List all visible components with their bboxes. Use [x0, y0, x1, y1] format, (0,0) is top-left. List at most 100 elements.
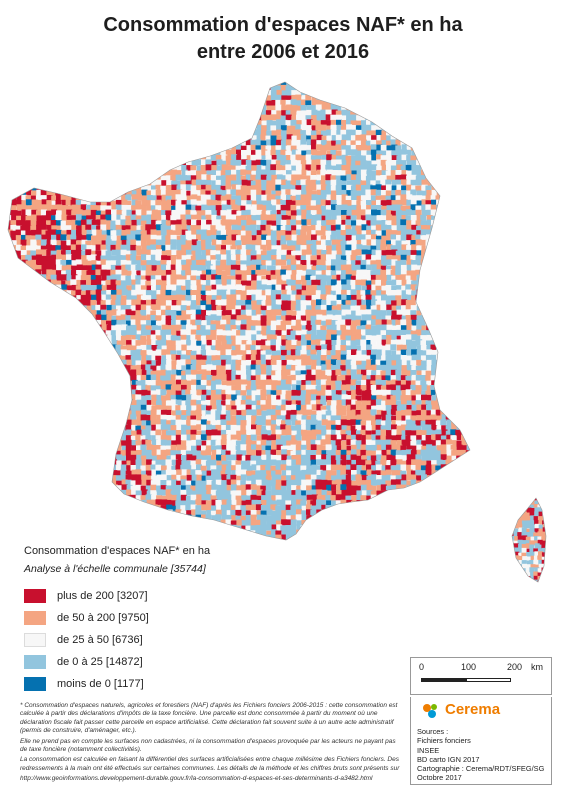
- commune-cell: [131, 219, 138, 226]
- commune-cell: [425, 185, 432, 192]
- commune-cell: [331, 140, 338, 147]
- commune-cell: [116, 235, 123, 242]
- commune-cell: [121, 309, 128, 316]
- commune-cell: [446, 90, 453, 97]
- commune-cell: [225, 104, 232, 111]
- commune-cell: [370, 290, 377, 297]
- commune-cell: [35, 105, 42, 112]
- commune-cell: [11, 285, 18, 292]
- commune-cell: [370, 339, 377, 346]
- commune-cell: [351, 220, 357, 227]
- commune-cell: [281, 310, 288, 317]
- commune-cell: [285, 99, 292, 106]
- commune-cell: [355, 120, 362, 127]
- commune-cell: [415, 179, 422, 186]
- commune-cell: [451, 149, 458, 156]
- commune-cell: [360, 90, 367, 97]
- commune-cell: [315, 319, 322, 326]
- commune-cell: [91, 89, 98, 96]
- commune-cell: [125, 200, 132, 207]
- commune-cell: [340, 339, 347, 346]
- commune-cell: [246, 280, 253, 287]
- commune-cell: [211, 229, 218, 236]
- commune-cell: [131, 175, 138, 182]
- commune-cell: [472, 116, 478, 122]
- commune-cell: [211, 210, 218, 217]
- commune-cell: [266, 320, 273, 327]
- commune-cell: [120, 154, 127, 161]
- commune-cell: [371, 295, 378, 302]
- commune-cell: [406, 94, 413, 101]
- commune-cell: [156, 235, 163, 242]
- commune-cell: [96, 149, 103, 156]
- commune-cell: [211, 259, 217, 266]
- commune-cell: [245, 235, 252, 242]
- commune-cell: [351, 209, 358, 216]
- commune-cell: [375, 95, 382, 102]
- commune-cell: [330, 265, 337, 272]
- commune-cell: [191, 160, 198, 167]
- commune-cell: [71, 130, 78, 136]
- commune-cell: [365, 329, 372, 336]
- commune-cell: [405, 309, 412, 316]
- commune-cell: [191, 260, 198, 267]
- commune-cell: [341, 109, 348, 116]
- commune-cell: [8, 334, 12, 341]
- commune-cell: [95, 319, 102, 326]
- commune-cell: [376, 140, 383, 147]
- commune-cell: [276, 135, 283, 142]
- commune-cell: [390, 120, 397, 127]
- commune-cell: [16, 194, 23, 201]
- commune-cell: [46, 314, 53, 321]
- commune-cell: [40, 135, 47, 141]
- commune-cell: [41, 234, 48, 241]
- commune-cell: [145, 295, 152, 302]
- commune-cell: [330, 324, 337, 331]
- commune-cell: [460, 339, 467, 346]
- commune-cell: [306, 219, 313, 226]
- commune-cell: [410, 195, 417, 202]
- commune-cell: [180, 334, 187, 341]
- commune-cell: [226, 110, 233, 117]
- commune-cell: [230, 335, 237, 342]
- commune-cell: [95, 215, 102, 221]
- commune-cell: [40, 324, 47, 331]
- commune-cell: [450, 185, 457, 192]
- commune-cell: [31, 320, 38, 327]
- commune-cell: [365, 105, 372, 112]
- commune-cell: [395, 100, 402, 107]
- commune-cell: [371, 209, 377, 216]
- commune-cell: [306, 240, 313, 247]
- commune-cell: [251, 200, 258, 207]
- commune-cell: [281, 215, 288, 222]
- commune-cell: [430, 179, 437, 186]
- commune-cell: [210, 310, 217, 317]
- commune-cell: [371, 125, 378, 132]
- commune-cell: [51, 149, 58, 156]
- commune-cell: [185, 180, 192, 187]
- commune-cell: [280, 84, 287, 91]
- commune-cell: [235, 305, 242, 312]
- commune-cell: [211, 139, 218, 146]
- commune-cell: [421, 184, 428, 191]
- commune-cell: [200, 305, 207, 312]
- commune-cell: [200, 224, 207, 231]
- commune-cell: [125, 169, 132, 176]
- commune-cell: [411, 325, 418, 332]
- commune-cell: [326, 169, 333, 176]
- commune-cell: [330, 124, 337, 131]
- commune-cell: [446, 154, 453, 161]
- commune-cell: [10, 290, 17, 297]
- commune-cell: [451, 274, 458, 281]
- commune-cell: [200, 335, 207, 342]
- commune-cell: [51, 204, 58, 211]
- commune-cell: [170, 145, 177, 152]
- commune-cell: [286, 259, 293, 266]
- commune-cell: [465, 135, 470, 142]
- commune-cell: [250, 139, 257, 146]
- commune-cell: [265, 200, 272, 207]
- commune-cell: [35, 319, 42, 326]
- commune-cell: [141, 170, 148, 177]
- commune-cell: [176, 94, 183, 101]
- commune-cell: [81, 259, 88, 266]
